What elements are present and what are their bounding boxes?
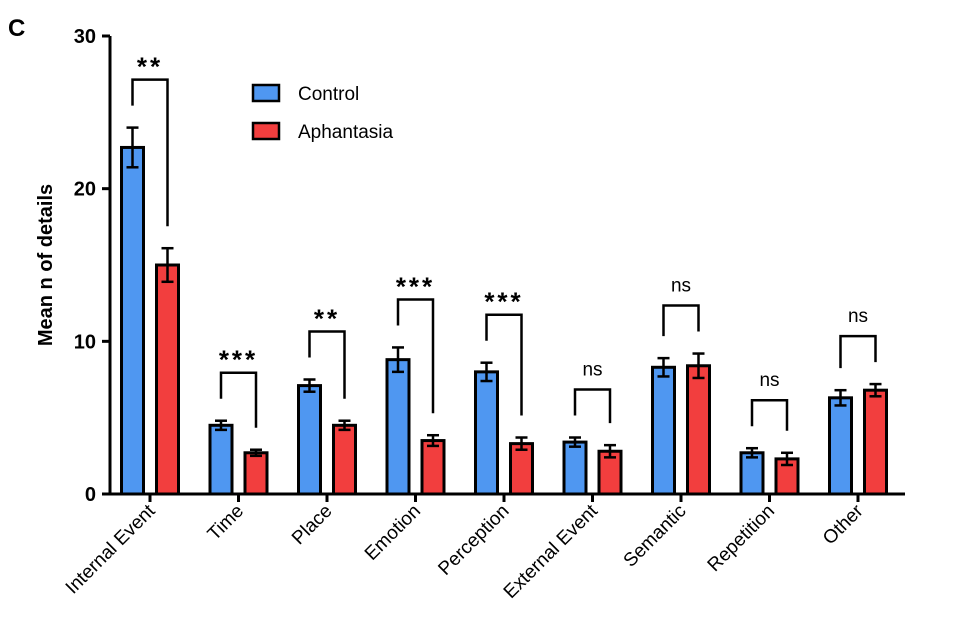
bar <box>562 440 588 496</box>
bar <box>243 451 269 496</box>
significance-bracket <box>485 313 523 416</box>
error-bar <box>692 352 705 380</box>
error-bar <box>869 382 882 398</box>
significance-label: ns <box>671 276 691 297</box>
significance-label: ** <box>137 52 163 82</box>
bar <box>651 365 676 496</box>
bar <box>332 423 357 496</box>
bar <box>509 442 534 496</box>
significance-bracket <box>308 330 346 399</box>
error-bar <box>250 448 262 458</box>
error-bar <box>569 436 581 448</box>
significance-label: *** <box>396 271 435 301</box>
x-tick-label: External Event <box>500 500 603 603</box>
y-tick-label: 10 <box>74 331 96 353</box>
y-tick-label: 30 <box>74 26 96 48</box>
panel-label: C <box>8 15 25 42</box>
significance-label: ns <box>582 360 602 381</box>
significance-label: ns <box>848 306 868 327</box>
bar <box>385 358 411 496</box>
bar <box>297 384 322 496</box>
error-bar <box>480 361 493 383</box>
error-bar <box>746 446 758 459</box>
significance-label: ns <box>759 370 779 391</box>
error-bar <box>657 356 670 378</box>
y-axis-title: Mean n of details <box>35 184 57 346</box>
bar <box>863 388 888 496</box>
legend-label: Control <box>298 84 359 105</box>
error-bar <box>515 436 528 451</box>
error-bar <box>215 419 227 432</box>
significance-bracket <box>396 298 435 414</box>
legend-label: Aphantasia <box>298 122 394 143</box>
x-tick-label: Other <box>819 500 868 549</box>
bar <box>474 370 499 496</box>
error-bar <box>781 451 793 467</box>
x-tick-label: Semantic <box>620 501 691 572</box>
significance-bracket <box>131 78 169 227</box>
x-tick-label: Internal Event <box>62 500 160 598</box>
legend-swatch <box>251 83 281 103</box>
x-tick-label: Time <box>204 501 248 545</box>
significance-bracket <box>662 304 700 337</box>
x-tick-label: Emotion <box>361 501 425 565</box>
significance-label: *** <box>219 345 258 375</box>
x-tick-label: Repetition <box>704 501 779 576</box>
error-bar <box>834 388 847 407</box>
significance-label: *** <box>484 287 523 317</box>
error-bar <box>604 443 616 459</box>
x-tick-label: Perception <box>434 501 513 580</box>
significance-bracket <box>750 398 789 431</box>
bar <box>155 263 180 496</box>
bar <box>828 396 853 496</box>
error-bar <box>338 419 351 432</box>
bar <box>686 364 711 496</box>
legend-swatch <box>251 121 281 141</box>
y-tick-label: 20 <box>74 179 96 201</box>
significance-bracket <box>839 334 877 369</box>
significance-label: ** <box>314 304 340 334</box>
bar <box>739 451 765 496</box>
bar <box>208 423 234 496</box>
bar <box>420 439 446 496</box>
error-bar <box>392 346 404 374</box>
significance-bracket <box>573 388 612 424</box>
error-bar <box>427 433 439 448</box>
bar <box>120 145 145 496</box>
error-bar <box>126 126 139 169</box>
error-bar <box>303 378 316 393</box>
x-tick-label: Place <box>288 501 336 549</box>
significance-bracket <box>219 371 258 428</box>
y-tick-label: 0 <box>85 484 96 506</box>
error-bar <box>161 246 174 284</box>
